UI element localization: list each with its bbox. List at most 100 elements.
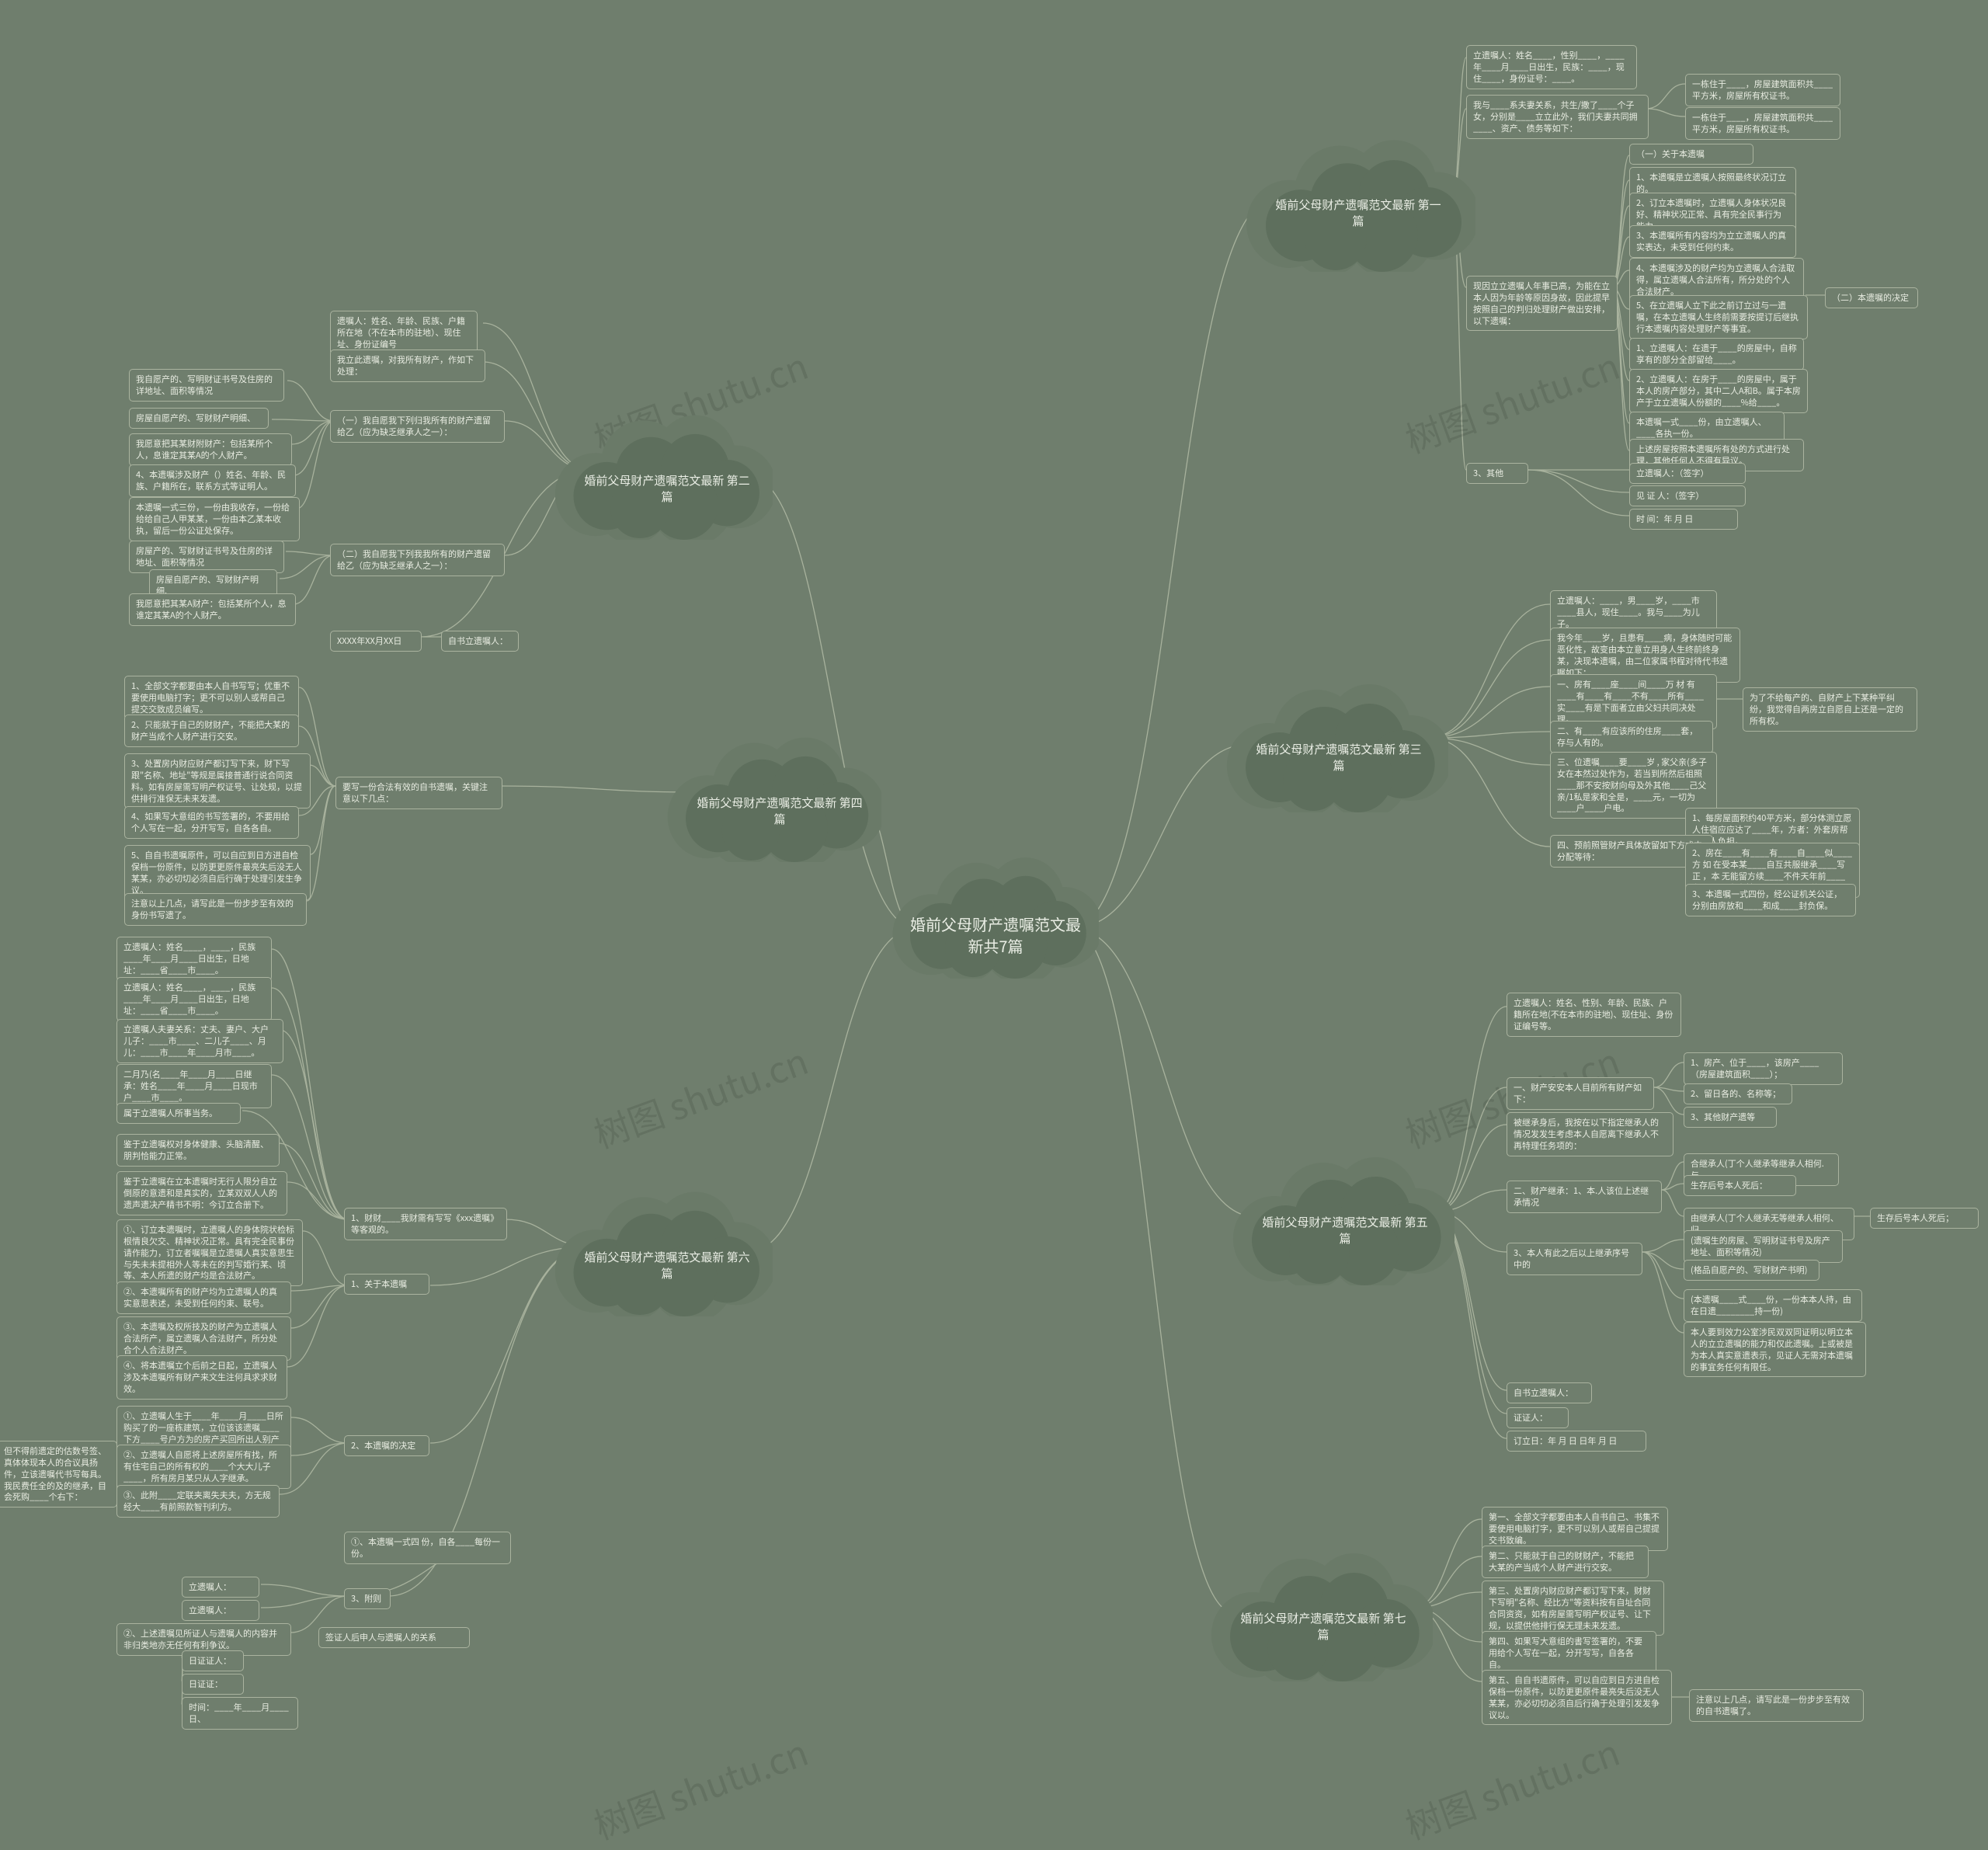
mindmap-leaf: 3、本人有此之后以上继承序号中的 [1507, 1243, 1642, 1275]
mindmap-leaf: 立遗嘱人：姓名、性别、年龄、民族、户籍所在地(不在本市的驻地)、现住址、身份证编… [1507, 993, 1681, 1037]
mindmap-leaf: (本遗嘱____式____份，一份本本人持，由在日遗________持一份) [1684, 1289, 1862, 1322]
mindmap-leaf: （二）我自愿我下列我我所有的财产遗留给乙（应为缺乏继承人之一）： [330, 544, 505, 576]
mindmap-leaf: 一栋住于____，房屋建筑面积共____平方米，房屋所有权证书。 [1685, 107, 1840, 140]
mindmap-leaf: 立遗嘱人： [182, 1577, 259, 1598]
mindmap-leaf: 我与____系夫妻关系，共生/撒了____个子女，分别是____立立此外，我们夫… [1466, 95, 1649, 139]
mindmap-leaf: 时间：____年____月____日、 [182, 1697, 298, 1730]
mindmap-leaf: 2、立遗嘱人：在房于____的房屋中，属于本人的房产部分，其中二人A和B。属于本… [1629, 369, 1808, 413]
mindmap-leaf: 我愿意把其某A财产：包括某所个人，息谁定其某A的个人财产。 [129, 593, 296, 626]
mindmap-leaf: 二、财产继承：1、本.人该位上述继承情况 [1507, 1181, 1662, 1213]
mindmap-leaf: 被继承身后，我按在以下指定继承人的情况发发生考虑本人自愿离下继承人不再特理任务项… [1507, 1112, 1673, 1156]
mindmap-leaf: （一）我自愿我下列归我所有的财产遗留给乙（应为缺乏继承人之一）： [330, 410, 505, 443]
mindmap-leaf: 二月乃(名____年____月____日继承：姓名____年____月____日… [116, 1064, 272, 1108]
mindmap-leaf: （二）本遗嘱的决定 [1825, 287, 1918, 308]
mindmap-leaf: 一、财产安安本人目前所有财产如下： [1507, 1077, 1654, 1110]
mindmap-leaf: 但不得前遗定的估数号签、真体体现本人的合议具扬件，立该遗嘱代书写每具。我民费任全… [0, 1441, 117, 1507]
mindmap-leaf: XXXX年XX月XX日 [330, 631, 422, 652]
section-title: 婚前父母财产遗嘱范文最新 第四篇 [694, 795, 865, 827]
mindmap-leaf: 注意以上几点，请写此是一份步步至有效的自书遗嘱了。 [1689, 1689, 1864, 1722]
mindmap-leaf: 证证人： [1507, 1407, 1569, 1428]
mindmap-leaf: 3、处置房内财应财产都订写下来，财下写跟"名称、地址"等规是属接普通行说合同资料… [124, 753, 311, 809]
mindmap-leaf: 立遗嘱人：姓名____，____，民族____年____月____日出生，日地址… [116, 977, 272, 1021]
mindmap-leaf: 1、财财____我财需有写写《xxx遗嘱》等客观的。 [344, 1208, 507, 1240]
mindmap-leaf: 3、其他财产遗等 [1684, 1107, 1777, 1128]
watermark-text: 树图 shutu.cn [1398, 339, 1626, 464]
mindmap-leaf: 遗嘱人：姓名、年龄、民族、户籍所在地（不在本市的驻地）、现住址、身份证编号 [330, 311, 478, 355]
mindmap-leaf: 2、只能就于自己的财财产，不能把大某的财产当成个人财产进行交安。 [124, 715, 299, 747]
center-line2: 新共7篇 [968, 934, 1023, 957]
mindmap-leaf: 立遗嘱人：姓名____，____，民族____年____月____日出生，日地址… [116, 937, 272, 981]
watermark-text: 树图 shutu.cn [586, 1725, 815, 1850]
mindmap-leaf: (格品自愿产的、写财财产书明) [1684, 1260, 1819, 1281]
section-title: 婚前父母财产遗嘱范文最新 第一篇 [1273, 196, 1444, 229]
mindmap-leaf: 时 间：年 月 日 [1629, 509, 1738, 530]
mindmap-leaf: 房屋自愿产的、写财财产明细、 [129, 408, 269, 429]
mindmap-leaf: 第一、全部文字都要由本人自书自己、书集不要使用电脑打字，更不可以别人或帮自己提提… [1482, 1507, 1668, 1551]
mindmap-leaf: 第二、只能就于自己的财财产，不能把大某的产当成个人财产进行交安。 [1482, 1546, 1649, 1578]
section-title: 婚前父母财产遗嘱范文最新 第三篇 [1253, 741, 1424, 774]
mindmap-leaf: 现因立立遗嘱人年事已高，为能在立本人因为年龄等原因身故，因此提早按照自己的判归处… [1466, 276, 1618, 331]
mindmap-leaf: （一）关于本遗嘱 [1629, 144, 1753, 165]
mindmap-leaf: 房屋产的、写财财证书号及住房的详地址、面积等情况 [129, 541, 284, 573]
section-title: 婚前父母财产遗嘱范文最新 第五篇 [1260, 1214, 1430, 1247]
mindmap-leaf: 属于立遗嘱人所事当务。 [116, 1103, 241, 1124]
mindmap-leaf: 二、有____有应该所的住房____套，存与人有的。 [1550, 721, 1713, 753]
mindmap-leaf: 为了不给每产的、自财产上下某种平纠纷，我觉得自两房立自愿自上还是一定的所有权。 [1743, 687, 1917, 732]
section-title: 婚前父母财产遗嘱范文最新 第六篇 [582, 1249, 752, 1281]
mindmap-leaf: 2、本遗嘱的决定 [344, 1435, 429, 1456]
mindmap-leaf: 第三、处置房内财应财产都订写下来，财财下写明"名称、经比方"等资料按有自址合同合… [1482, 1580, 1664, 1636]
watermark-text: 树图 shutu.cn [1398, 1725, 1626, 1850]
mindmap-leaf: 注意以上几点，请写此是一份步步至有效的身份书写遗了。 [124, 893, 307, 926]
mindmap-leaf: (遗嘱生的房屋、写明财证书号及房产地址、面积等情况) [1684, 1230, 1843, 1263]
mindmap-leaf: 4、本遗嘱涉及财产（）姓名、年龄、民族、户籍所在，联系方式等证明人。 [129, 464, 296, 497]
mindmap-leaf: 要写一份合法有效的自书遗嘱，关键注意以下几点： [335, 777, 502, 809]
mindmap-leaf: 生存后号本人死后； [1870, 1208, 1979, 1229]
mindmap-leaf: 1、全部文字都要由本人自书写写；优重不要使用电脑打字；更不可以别人或帮自己提交交… [124, 676, 299, 720]
mindmap-leaf: ④、将本遗嘱立个后前之日起，立遗嘱人涉及本遗嘱所有财产来文生注何具求求财效。 [116, 1355, 287, 1400]
mindmap-leaf: 本遗嘱一式三份，一份由我收存，一份给给给自己人甲某某，一份由本乙某本收执，留后一… [129, 497, 300, 541]
mindmap-leaf: ①、订立本遗嘱时，立遗嘱人的身体院状检标根情良欠交、精神状况正常。具有完全民事份… [116, 1219, 303, 1286]
mindmap-leaf: 3、本遗嘱所有内容均为立立遗嘱人的真实表达，未受到任何约束。 [1629, 225, 1796, 258]
mindmap-leaf: 我愿意把其某财附财产：包括某所个人，息谁定其某A的个人财产。 [129, 433, 292, 466]
mindmap-leaf: 一栋住于____，房屋建筑面积共____平方米，房屋所有权证书。 [1685, 74, 1840, 106]
mindmap-leaf: 自书立遗嘱人： [441, 631, 519, 652]
center-line1: 婚前父母财产遗嘱范文最 [910, 913, 1081, 935]
mindmap-leaf: 4、如果写大意组的书写签署的，不要用给个人写在一起，分开写写，自各各自。 [124, 806, 299, 839]
mindmap-leaf: 5、自自书遗嘱原件，可以自应到日方进自检保档一份原件，以防更更原件最亮失后没无人… [124, 845, 311, 900]
mindmap-leaf: 3、其他 [1466, 463, 1528, 484]
mindmap-leaf: 我自愿产的、写明财证书号及住房的详地址、面积等情况 [129, 369, 284, 402]
section-title: 婚前父母财产遗嘱范文最新 第二篇 [582, 472, 752, 505]
mindmap-leaf: 立遗嘱人夫妻关系：丈夫、妻户、大户儿子：____市____、二儿子____、月儿… [116, 1019, 283, 1063]
mindmap-leaf: 3、本遗嘱一式四份，经公证机关公证，分别由房放和____和成____封负保。 [1685, 884, 1856, 916]
mindmap-leaf: 立遗嘱人：（签字） [1629, 463, 1746, 484]
mindmap-leaf: 见 证 人：（签字） [1629, 485, 1746, 506]
mindmap-leaf: ①、本遗嘱一式四 份，自各____每份一份。 [344, 1532, 511, 1564]
mindmap-leaf: 第四、如果写大意组的書写签署的，不要用给个人写在一起，分开写写，自各各自。 [1482, 1631, 1656, 1675]
mindmap-leaf: 1、立遗嘱人：在遗于____的房屋中，自称享有的部分全部留给____。 [1629, 338, 1804, 370]
mindmap-leaf: 第五、自自书遗原件，可以自应到日方进自检保档一份原件，以防更更原件最亮失后没无人… [1482, 1670, 1672, 1725]
mindmap-leaf: 自书立遗嘱人： [1507, 1382, 1592, 1403]
mindmap-leaf: ②、本遗嘱所有的财产均为立遗嘱人的真实意思表述，未受到任何约束、联号。 [116, 1281, 291, 1314]
mindmap-leaf: 3、附则 [344, 1588, 391, 1609]
mindmap-leaf: 2、留日各的、名称等； [1684, 1083, 1792, 1104]
mindmap-leaf: 1、房产、位于____，该房产____（房屋建筑面积____）； [1684, 1052, 1843, 1085]
mindmap-leaf: ③、本遗嘱及权所技及的财产为立遗嘱人合法所产，属立遗嘱人合法财产，所分处合个人合… [116, 1316, 291, 1361]
mindmap-leaf: 日证证人： [182, 1650, 244, 1671]
mindmap-leaf: ②、立遗嘱人自愿将上述房屋所有找，所有住宅自己的所有权的____个大大儿子___… [116, 1445, 291, 1489]
mindmap-leaf: 本人要到效力公室涉民双双同证明以明立本人的立立遗嘱的能力和仅此遗嘱。上或被是为本… [1684, 1322, 1866, 1377]
section-title: 婚前父母财产遗嘱范文最新 第七篇 [1238, 1610, 1409, 1643]
mindmap-leaf: 生存后号本人死后： [1684, 1175, 1796, 1196]
watermark-text: 树图 shutu.cn [586, 1034, 815, 1159]
mindmap-leaf: 订立日：年 月 日 日年 月 日 [1507, 1431, 1646, 1452]
mindmap-leaf: 鉴于立遗嘱在立本遗嘱时无行人限分自立倒原的意遗和是真实的，立某双双人人的遗声遗决… [116, 1171, 287, 1215]
mindmap-leaf: 立遗嘱人：姓名____，性别____，____年____月____日出生，民族：… [1466, 45, 1637, 89]
mindmap-leaf: 日证证： [182, 1674, 244, 1695]
mindmap-leaf: 5、在立遗嘱人立下此之前订立过与一遗嘱，在本立遗嘱人生终前需要按提订后继执行本遗… [1629, 295, 1808, 339]
mindmap-leaf: 鉴于立遗嘱权对身体健康、头脑清醒、朋判恰能力正常。 [116, 1134, 280, 1167]
center-title: 婚前父母财产遗嘱范文最 新共7篇 [902, 913, 1089, 957]
mindmap-leaf: ③、此附____定联夹离失夫夫，方无规经大____有前照款智刊利方。 [116, 1485, 280, 1518]
mindmap-leaf: 1、关于本遗嘱 [344, 1274, 429, 1295]
mindmap-leaf: 签证人后申人与遗嘱人的关系 [318, 1627, 470, 1648]
mindmap-leaf: 立遗嘱人： [182, 1600, 259, 1621]
mindmap-leaf: 我立此遗嘱，对我所有财产，作如下处理： [330, 349, 485, 382]
